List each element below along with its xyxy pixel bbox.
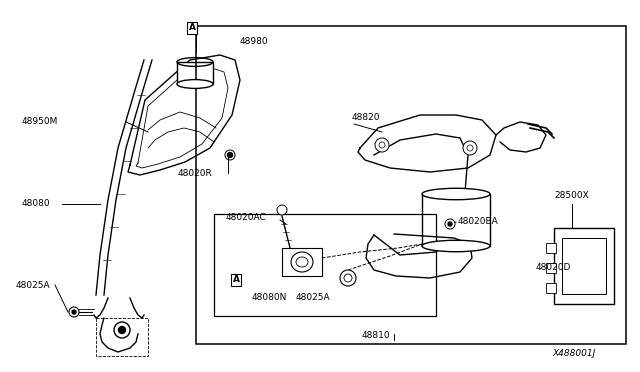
Ellipse shape	[422, 188, 490, 200]
Bar	[282, 248, 322, 276]
Text: 48820: 48820	[352, 113, 381, 122]
Circle shape	[227, 153, 232, 157]
Ellipse shape	[291, 252, 313, 272]
Bar	[554, 228, 614, 304]
Circle shape	[118, 327, 125, 334]
Circle shape	[448, 222, 452, 226]
Text: 48080N: 48080N	[252, 294, 287, 302]
Bar	[214, 214, 436, 316]
Circle shape	[277, 205, 287, 215]
Circle shape	[69, 307, 79, 317]
Text: A: A	[189, 23, 195, 32]
Ellipse shape	[422, 240, 490, 252]
Circle shape	[375, 138, 389, 152]
Text: A: A	[232, 276, 239, 285]
Ellipse shape	[177, 80, 213, 89]
Text: 48980: 48980	[240, 38, 269, 46]
Bar	[546, 243, 556, 253]
Text: 28500X: 28500X	[554, 192, 589, 201]
Circle shape	[340, 270, 356, 286]
Circle shape	[463, 141, 477, 155]
Bar	[546, 263, 556, 273]
Bar	[562, 238, 606, 294]
Text: 48810: 48810	[362, 331, 390, 340]
Text: 48950M: 48950M	[22, 118, 58, 126]
Bar	[422, 194, 490, 246]
Bar	[546, 283, 556, 293]
Text: X488001J: X488001J	[553, 350, 596, 359]
Text: 48020BA: 48020BA	[458, 218, 499, 227]
Circle shape	[72, 310, 76, 314]
Text: 48025A: 48025A	[16, 280, 51, 289]
Text: 48020AC: 48020AC	[226, 214, 267, 222]
Bar	[196, 26, 626, 344]
Bar	[177, 62, 213, 84]
Circle shape	[445, 219, 455, 229]
Text: 48025A: 48025A	[296, 294, 331, 302]
Text: 48020R: 48020R	[178, 169, 212, 177]
Text: 48080: 48080	[22, 199, 51, 208]
Text: 48020D: 48020D	[536, 263, 572, 273]
Circle shape	[114, 322, 130, 338]
